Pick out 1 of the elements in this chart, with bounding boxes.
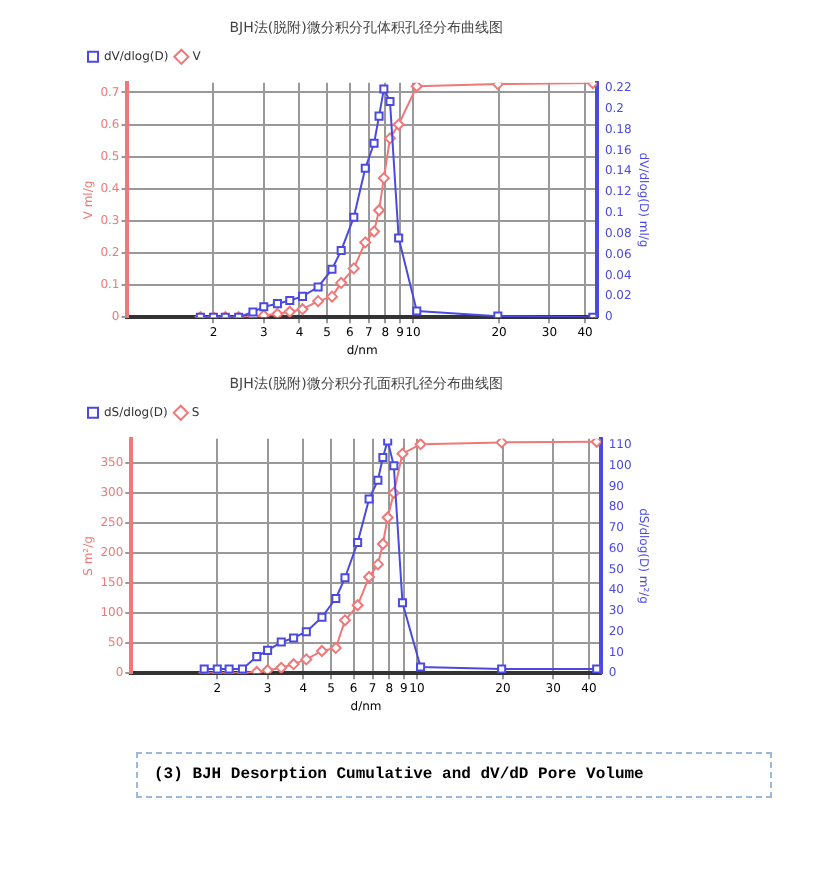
text: (3) BJH Desorption Cumulative and dV/dD Pore Volume <box>136 752 772 798</box>
